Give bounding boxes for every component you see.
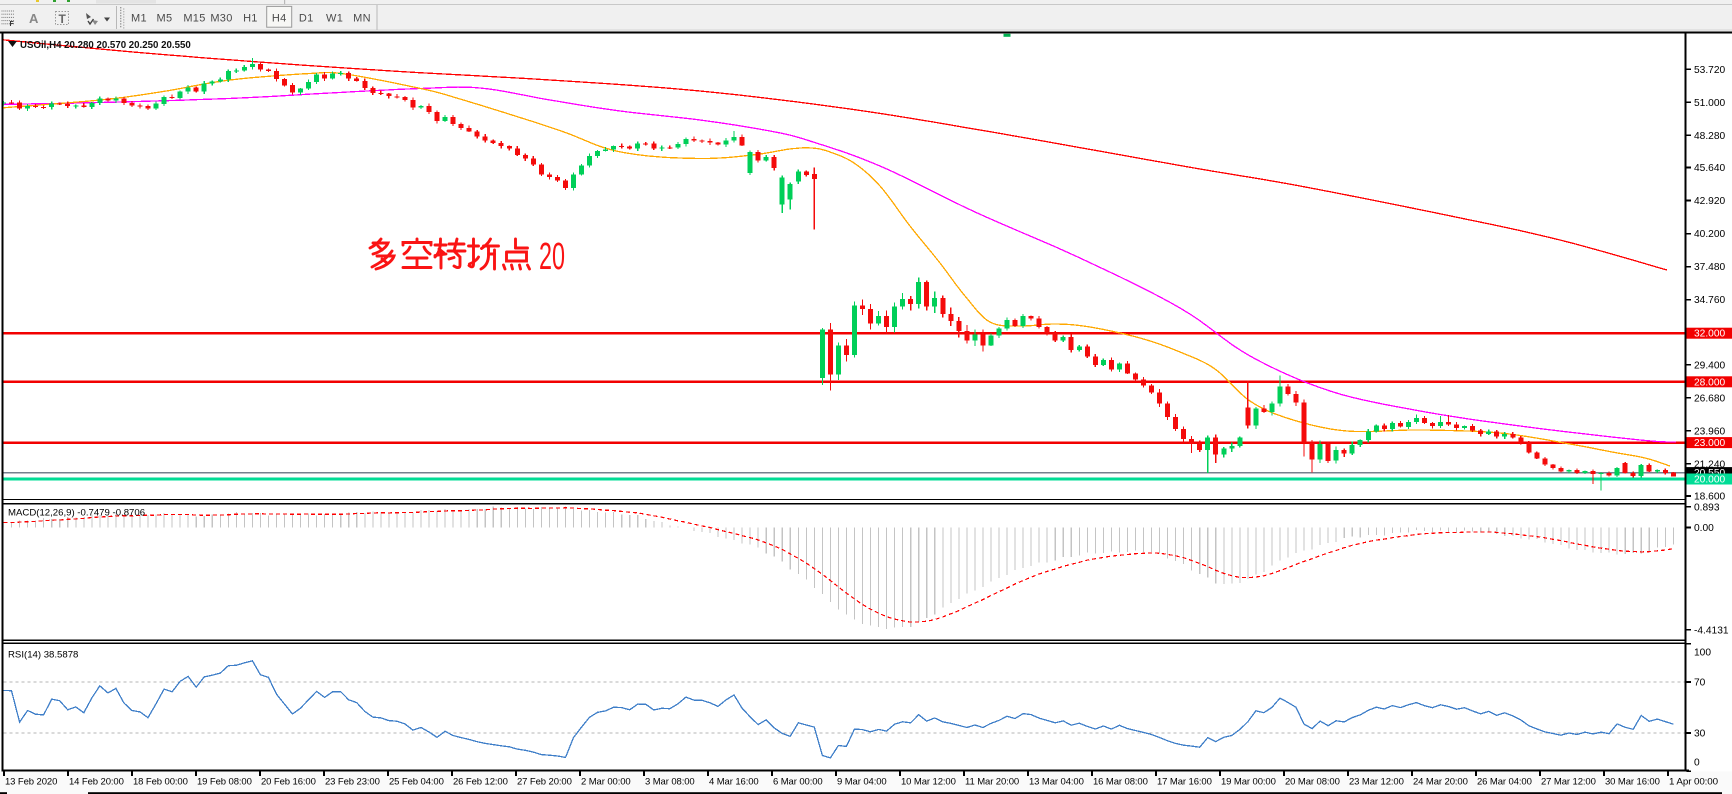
svg-text:H4: H4 xyxy=(272,13,287,25)
svg-text:M1: M1 xyxy=(131,13,147,25)
svg-text:53.720: 53.720 xyxy=(1694,65,1725,76)
svg-text:27 Mar 12:00: 27 Mar 12:00 xyxy=(1541,777,1596,788)
svg-text:2 Mar 00:00: 2 Mar 00:00 xyxy=(581,777,631,788)
svg-text:3 Mar 08:00: 3 Mar 08:00 xyxy=(645,777,695,788)
svg-text:23 Feb 23:00: 23 Feb 23:00 xyxy=(325,777,380,788)
svg-text:T: T xyxy=(59,12,67,26)
svg-text:0.893: 0.893 xyxy=(1694,502,1720,513)
svg-text:F: F xyxy=(10,21,15,28)
svg-text:20.000: 20.000 xyxy=(1694,475,1725,486)
svg-text:42.920: 42.920 xyxy=(1694,196,1725,207)
svg-text:26 Mar 04:00: 26 Mar 04:00 xyxy=(1477,777,1532,788)
svg-text:26.680: 26.680 xyxy=(1694,393,1725,404)
svg-text:13 Feb 2020: 13 Feb 2020 xyxy=(5,777,57,788)
svg-text:USOil,H4 20.280 20.570 20.250: USOil,H4 20.280 20.570 20.250 20.550 xyxy=(20,40,191,51)
svg-text:14 Feb 20:00: 14 Feb 20:00 xyxy=(69,777,124,788)
svg-text:M15: M15 xyxy=(183,13,205,25)
svg-text:23.000: 23.000 xyxy=(1694,438,1725,449)
svg-text:1 Apr 00:00: 1 Apr 00:00 xyxy=(1669,777,1718,788)
svg-text:10 Mar 12:00: 10 Mar 12:00 xyxy=(901,777,956,788)
svg-text:19 Feb 08:00: 19 Feb 08:00 xyxy=(197,777,252,788)
svg-text:48.280: 48.280 xyxy=(1694,131,1725,142)
svg-text:29.400: 29.400 xyxy=(1694,360,1725,371)
svg-text:4 Mar 16:00: 4 Mar 16:00 xyxy=(709,777,759,788)
svg-text:H1: H1 xyxy=(243,13,258,25)
svg-text:13 Mar 04:00: 13 Mar 04:00 xyxy=(1029,777,1084,788)
svg-text:20: 20 xyxy=(539,236,565,278)
svg-text:24 Mar 20:00: 24 Mar 20:00 xyxy=(1413,777,1468,788)
svg-text:25 Feb 04:00: 25 Feb 04:00 xyxy=(389,777,444,788)
svg-text:17 Mar 16:00: 17 Mar 16:00 xyxy=(1157,777,1212,788)
svg-text:20 Mar 08:00: 20 Mar 08:00 xyxy=(1285,777,1340,788)
svg-text:70: 70 xyxy=(1694,678,1706,689)
svg-text:23 Mar 12:00: 23 Mar 12:00 xyxy=(1349,777,1404,788)
svg-text:18.600: 18.600 xyxy=(1694,492,1725,503)
svg-text:45.640: 45.640 xyxy=(1694,163,1725,174)
svg-text:20 Feb 16:00: 20 Feb 16:00 xyxy=(261,777,316,788)
svg-text:19 Mar 00:00: 19 Mar 00:00 xyxy=(1221,777,1276,788)
svg-text:9 Mar 04:00: 9 Mar 04:00 xyxy=(837,777,887,788)
svg-text:27 Feb 20:00: 27 Feb 20:00 xyxy=(517,777,572,788)
svg-text:6 Mar 00:00: 6 Mar 00:00 xyxy=(773,777,823,788)
svg-text:16 Mar 08:00: 16 Mar 08:00 xyxy=(1093,777,1148,788)
svg-text:100: 100 xyxy=(1694,648,1711,659)
svg-text:0.00: 0.00 xyxy=(1694,523,1714,534)
svg-text:11 Mar 20:00: 11 Mar 20:00 xyxy=(965,777,1019,788)
svg-text:51.000: 51.000 xyxy=(1694,98,1725,109)
svg-text:M5: M5 xyxy=(157,13,173,25)
svg-text:30: 30 xyxy=(1694,729,1706,740)
svg-text:21.240: 21.240 xyxy=(1694,459,1725,470)
svg-text:34.760: 34.760 xyxy=(1694,295,1725,306)
svg-text:40.200: 40.200 xyxy=(1694,229,1725,240)
svg-text:D1: D1 xyxy=(299,13,314,25)
svg-text:0: 0 xyxy=(1694,758,1700,769)
svg-text:26 Feb 12:00: 26 Feb 12:00 xyxy=(453,777,508,788)
svg-text:RSI(14) 38.5878: RSI(14) 38.5878 xyxy=(8,650,78,661)
svg-text:18 Feb 00:00: 18 Feb 00:00 xyxy=(133,777,188,788)
svg-text:MN: MN xyxy=(353,13,371,25)
svg-text:W1: W1 xyxy=(326,13,343,25)
svg-text:MACD(12,26,9) -0.7479 -0.8706: MACD(12,26,9) -0.7479 -0.8706 xyxy=(8,508,145,519)
svg-text:30 Mar 16:00: 30 Mar 16:00 xyxy=(1605,777,1660,788)
svg-text:-4.4131: -4.4131 xyxy=(1694,625,1729,636)
svg-text:A: A xyxy=(29,11,39,26)
svg-text:37.480: 37.480 xyxy=(1694,262,1725,273)
svg-text:28.000: 28.000 xyxy=(1694,377,1725,388)
svg-text:32.000: 32.000 xyxy=(1694,329,1725,340)
svg-text:M30: M30 xyxy=(210,13,232,25)
svg-text:23.960: 23.960 xyxy=(1694,426,1725,437)
